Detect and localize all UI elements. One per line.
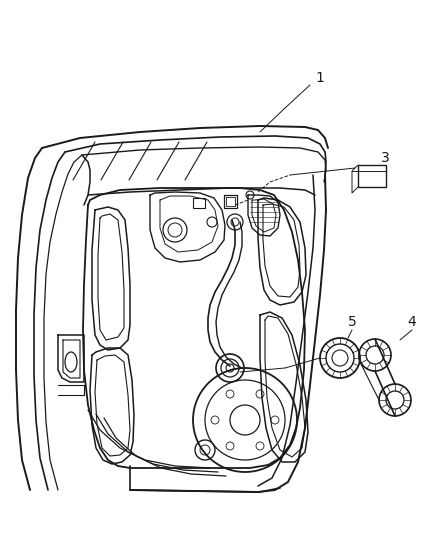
Circle shape: [230, 405, 260, 435]
Text: 4: 4: [408, 315, 417, 329]
Text: 1: 1: [315, 71, 325, 85]
Bar: [358, 165, 386, 187]
Text: 3: 3: [381, 151, 389, 165]
Circle shape: [226, 364, 234, 372]
Text: 5: 5: [348, 315, 357, 329]
